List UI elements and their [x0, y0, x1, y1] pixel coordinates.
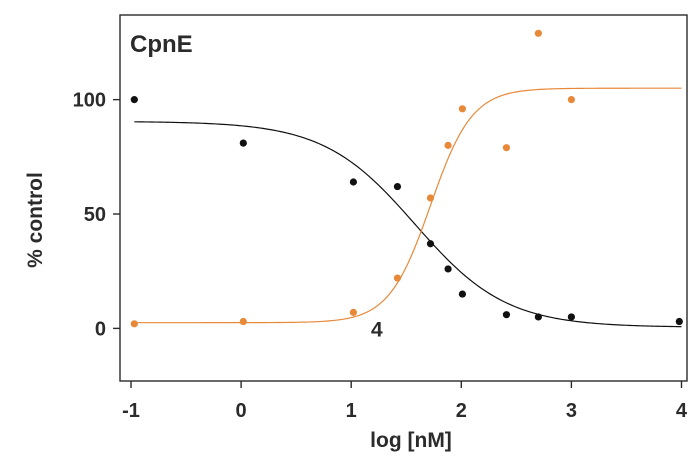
data-point-series-1 [534, 313, 542, 321]
data-points [130, 29, 683, 328]
chart-title: CpnE [130, 31, 193, 58]
x-tick-label: 3 [566, 400, 577, 422]
data-point-series-1 [239, 139, 247, 147]
x-tick-label: 0 [236, 400, 247, 422]
x-tick-label: 2 [456, 400, 467, 422]
data-point-series-2 [444, 141, 452, 149]
x-tick-label: 1 [346, 400, 357, 422]
data-point-series-2 [239, 317, 247, 326]
annotation-label: 4 [371, 318, 383, 341]
data-point-series-1 [567, 313, 575, 321]
x-axis-title: log [nM] [370, 429, 452, 452]
y-axis-title: % control [24, 172, 47, 268]
fit-curve-1 [134, 121, 682, 328]
fit-curve-2 [134, 87, 682, 324]
x-axis-ticks: -1 0 1 2 3 4 [122, 381, 688, 422]
data-point-series-1 [426, 240, 435, 248]
fit-curves [134, 87, 682, 328]
data-point-series-2 [130, 320, 138, 328]
data-point-series-2 [349, 308, 358, 316]
y-tick-label: 0 [95, 318, 106, 340]
y-tick-label: 100 [73, 90, 106, 112]
data-point-series-1 [675, 317, 683, 326]
data-point-series-2 [534, 29, 542, 37]
data-point-series-2 [567, 96, 575, 104]
data-point-series-2 [458, 105, 467, 113]
data-point-series-1 [444, 265, 452, 273]
data-point-series-2 [426, 194, 435, 202]
x-tick-label: -1 [122, 400, 140, 422]
data-point-series-1 [502, 311, 511, 319]
data-point-series-1 [393, 182, 402, 191]
x-tick-label: 4 [676, 400, 688, 422]
data-point-series-1 [458, 290, 467, 298]
data-point-series-2 [502, 144, 511, 152]
data-point-series-1 [349, 178, 358, 186]
data-point-series-1 [130, 96, 138, 104]
y-axis-ticks: 0 50 100 [73, 90, 120, 340]
plot-frame [119, 14, 688, 382]
y-tick-label: 50 [84, 204, 106, 226]
data-point-series-2 [393, 274, 402, 282]
